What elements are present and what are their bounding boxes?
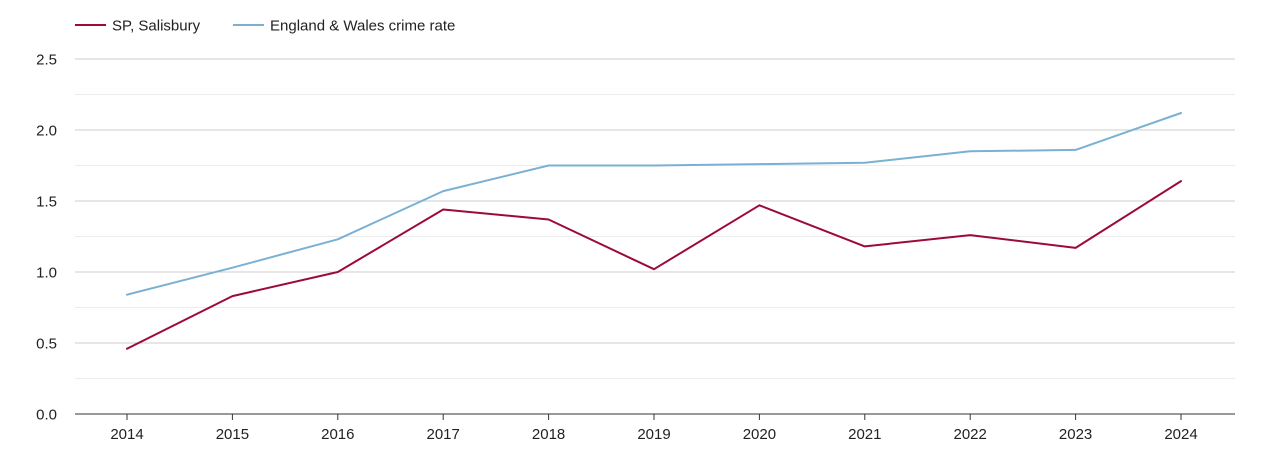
gridlines [75, 58, 1235, 379]
legend-label-england-wales: England & Wales crime rate [270, 18, 455, 35]
x-tick-label: 2016 [321, 426, 354, 443]
y-tick-label: 1.0 [36, 265, 57, 282]
series-lines [126, 112, 1182, 350]
series-line-england-wales[interactable] [126, 112, 1182, 296]
legend-label-salisbury: SP, Salisbury [112, 18, 201, 35]
x-tick-label: 2021 [848, 426, 881, 443]
y-axis: 0.0 0.5 1.0 1.5 2.0 2.5 [36, 52, 57, 424]
series-line-salisbury[interactable] [126, 180, 1182, 350]
y-tick-label: 0.5 [36, 336, 57, 353]
legend: SP, Salisbury England & Wales crime rate [75, 18, 455, 35]
x-tick-label: 2019 [637, 426, 670, 443]
x-tick-label: 2014 [110, 426, 143, 443]
y-tick-label: 2.0 [36, 123, 57, 140]
y-tick-label: 2.5 [36, 52, 57, 69]
x-tick-label: 2024 [1164, 426, 1197, 443]
legend-item-england-wales[interactable]: England & Wales crime rate [233, 18, 455, 35]
y-tick-label: 0.0 [36, 407, 57, 424]
x-tick-label: 2023 [1059, 426, 1092, 443]
x-tick-label: 2015 [216, 426, 249, 443]
x-tick-label: 2022 [954, 426, 987, 443]
x-tick-label: 2017 [427, 426, 460, 443]
x-tick-label: 2018 [532, 426, 565, 443]
x-axis: 2014 2015 2016 2017 2018 2019 2020 2021 2022 2023… [75, 413, 1235, 443]
legend-item-salisbury[interactable]: SP, Salisbury [75, 18, 201, 35]
y-tick-label: 1.5 [36, 194, 57, 211]
x-tick-label: 2020 [743, 426, 776, 443]
